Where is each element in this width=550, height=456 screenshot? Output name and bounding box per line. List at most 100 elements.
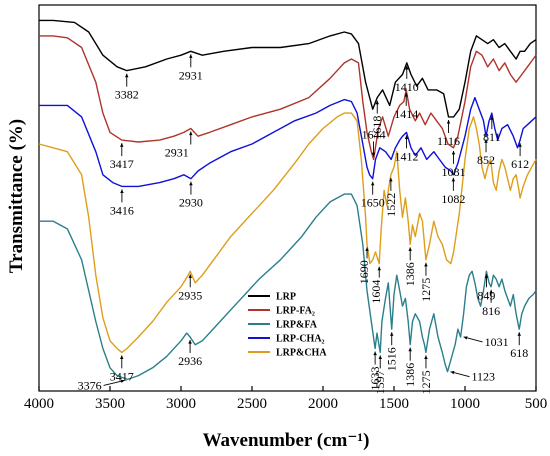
annotation-6: 2931	[165, 131, 193, 160]
annotation-label: 1031	[485, 335, 509, 349]
annotation-arrowhead	[424, 262, 428, 267]
plot-frame	[38, 4, 537, 392]
annotation-arrowhead	[450, 370, 455, 375]
series-line-0	[39, 19, 537, 118]
annotation-arrowhead	[517, 332, 521, 336]
annotation-18: 3417	[110, 355, 134, 383]
annotation-10: 3416	[110, 189, 134, 217]
legend-label: LRP&FA	[276, 320, 318, 331]
annotation-arrowhead	[408, 347, 412, 352]
annotation-arrowhead	[484, 274, 489, 278]
annotation-arrowhead	[120, 143, 124, 147]
annotation-label: 3376	[78, 378, 102, 392]
annotation-label: 1081	[442, 165, 466, 179]
annotation-label: 816	[482, 304, 500, 318]
x-tick-label-3500: 3500	[95, 396, 125, 412]
annotation-label: 2935	[178, 288, 202, 302]
annotation-arrowhead	[378, 355, 382, 359]
annotation-33: 1386	[403, 347, 417, 387]
annotation-9: 1081	[442, 150, 466, 179]
annotation-35: 1123	[450, 370, 495, 384]
annotation-arrowhead	[120, 189, 124, 193]
annotation-label: 2930	[179, 196, 203, 210]
x-tick-label-1000: 1000	[450, 396, 480, 412]
annotation-17: 612	[511, 143, 529, 171]
x-tick-label-3000: 3000	[166, 396, 196, 412]
annotation-label: 1386	[403, 262, 417, 286]
annotation-label: 618	[510, 346, 528, 360]
annotation-8: 1414	[394, 92, 418, 121]
annotation-28: 3376	[78, 378, 125, 392]
annotation-label: 1644	[362, 127, 386, 141]
annotation-label: 3382	[115, 88, 139, 102]
annotation-label: 2936	[178, 354, 202, 368]
series-line-1	[39, 35, 537, 161]
annotation-label: 1597	[373, 370, 387, 394]
x-tick-label-500: 500	[525, 396, 548, 412]
annotation-30: 1633	[368, 351, 382, 391]
annotation-arrowhead	[489, 289, 493, 294]
annotation-19: 2935	[178, 274, 202, 302]
annotation-arrowhead	[189, 54, 193, 58]
annotation-arrowhead	[451, 177, 456, 182]
annotation-7: 1644	[362, 127, 386, 157]
annotation-label: 1116	[437, 134, 460, 148]
annotation-label: 612	[511, 157, 529, 171]
annotation-arrowhead	[446, 119, 451, 124]
annotation-arrowhead	[390, 332, 394, 336]
annotation-arrowhead	[463, 336, 468, 340]
annotation-arrowhead	[188, 339, 192, 344]
annotation-32: 1516	[385, 332, 399, 371]
legend-label: LRP-CHA₂	[276, 334, 325, 345]
annotation-26: 816	[482, 289, 500, 318]
annotation-27: 618	[510, 332, 528, 360]
annotation-label: 3417	[110, 369, 134, 383]
annotation-arrowhead	[389, 177, 393, 182]
annotation-label: 1414	[394, 107, 418, 121]
x-axis-title: Wavenumber (cm⁻¹)	[203, 430, 370, 451]
annotation-arrowhead	[371, 152, 376, 157]
annotation-label: 1604	[369, 280, 383, 304]
legend-entry-1: LRP-FA₂	[248, 306, 315, 317]
annotation-label: 2931	[165, 146, 189, 160]
annotation-arrowhead	[120, 355, 124, 359]
annotation-arrowhead	[125, 73, 129, 78]
annotation-29: 2936	[178, 339, 202, 368]
x-tick-label-1500: 1500	[379, 396, 409, 412]
annotation-label: 3417	[110, 157, 134, 171]
legend-entry-0: LRP	[248, 292, 296, 303]
annotation-label: 3416	[110, 203, 134, 217]
annotation-arrowhead	[424, 355, 428, 359]
annotation-label: 1386	[403, 363, 417, 387]
annotation-12: 1650	[361, 181, 385, 210]
annotation-arrowhead	[405, 65, 409, 70]
annotation-24: 1275	[419, 262, 433, 302]
annotation-11: 2930	[179, 181, 203, 210]
annotation-arrowhead	[404, 135, 409, 139]
annotation-arrowhead	[518, 143, 522, 147]
series-line-4	[39, 193, 537, 381]
annotation-arrowhead	[188, 274, 192, 278]
legend-entry-4: LRP&CHA	[248, 348, 327, 359]
annotation-13: 1412	[395, 135, 419, 163]
plot-area	[38, 4, 537, 392]
annotation-34: 1275	[419, 355, 433, 394]
annotation-14: 1082	[441, 177, 465, 206]
annotation-22: 1522	[384, 177, 398, 217]
annotation-arrowhead	[373, 351, 377, 356]
annotation-arrowhead	[408, 247, 412, 251]
annotation-arrowhead	[404, 92, 408, 97]
annotation-label: 1412	[395, 149, 419, 163]
x-tick-label-2000: 2000	[308, 396, 338, 412]
annotation-arrowhead	[375, 100, 379, 105]
annotation-label: 1275	[419, 278, 433, 302]
x-tick-label-2500: 2500	[237, 396, 267, 412]
legend-entry-3: LRP-CHA₂	[248, 334, 325, 345]
annotation-arrowhead	[189, 131, 193, 136]
legend-label: LRP&CHA	[276, 348, 327, 359]
annotation-label: 1410	[395, 80, 419, 94]
annotation-5: 3417	[110, 143, 134, 171]
x-tick-label-4000: 4000	[24, 396, 54, 412]
annotation-label: 1690	[357, 260, 371, 284]
annotation-label: 1650	[361, 196, 385, 210]
